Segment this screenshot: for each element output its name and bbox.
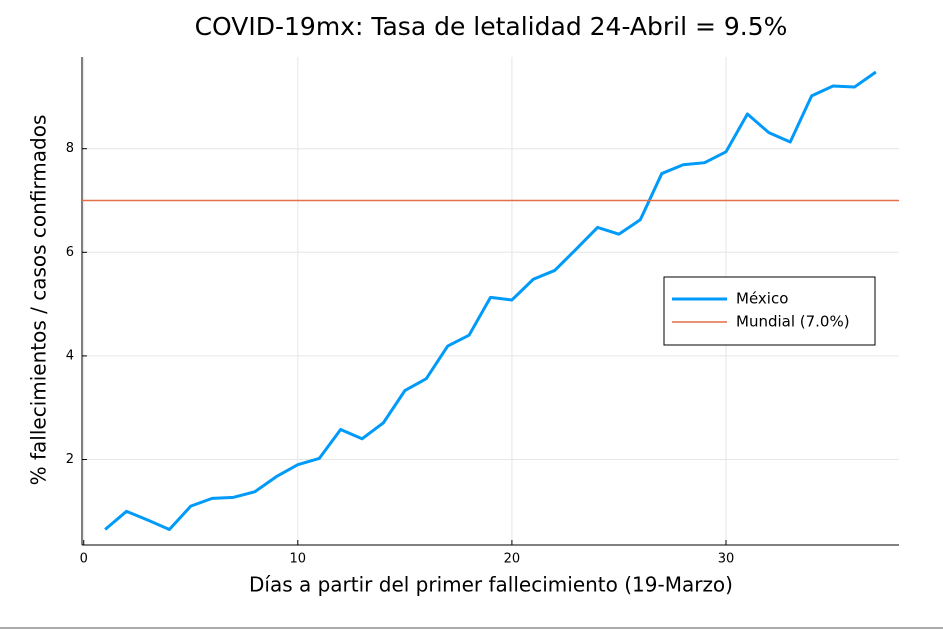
- x-tick-label: 10: [290, 552, 307, 567]
- x-tick-label: 30: [718, 552, 735, 567]
- y-tick-label: 4: [66, 348, 74, 363]
- legend-label: México: [736, 290, 788, 308]
- legend-box: [663, 276, 876, 346]
- x-axis-label: Días a partir del primer fallecimiento (…: [249, 573, 733, 597]
- y-axis-label: % fallecimientos / casos confirmados: [27, 115, 51, 486]
- legend-label: Mundial (7.0%): [736, 313, 850, 331]
- chart-title: COVID-19mx: Tasa de letalidad 24-Abril =…: [195, 12, 788, 41]
- data-line: [104, 70, 877, 531]
- y-tick-label: 6: [66, 245, 74, 260]
- y-tick-label: 2: [66, 452, 74, 467]
- y-tick-label: 8: [66, 141, 74, 156]
- x-tick-label: 20: [504, 552, 521, 567]
- x-tick-label: 0: [80, 552, 88, 567]
